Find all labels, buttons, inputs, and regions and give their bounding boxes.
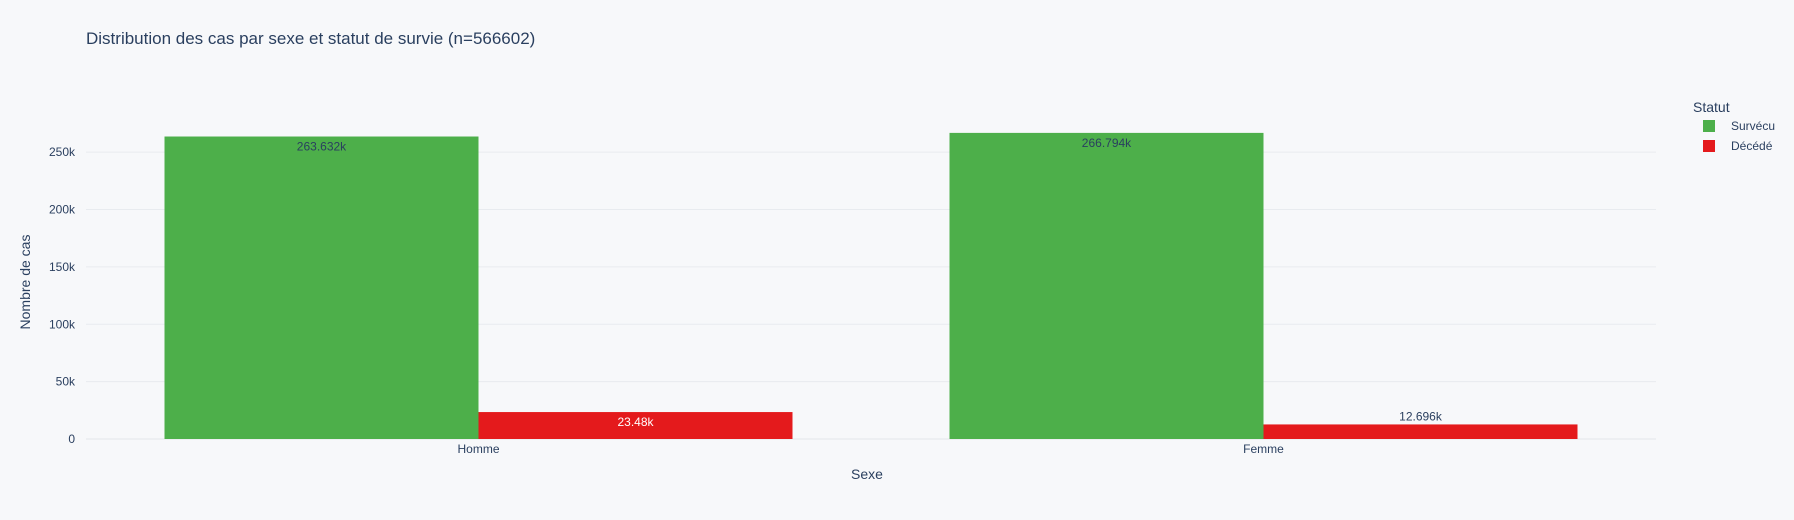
bar-survécu[interactable] xyxy=(164,136,479,439)
bar-value-label: 263.632k xyxy=(297,140,347,154)
bars xyxy=(164,132,1578,440)
x-axis: Homme Femme xyxy=(457,442,1284,456)
legend-title: Statut xyxy=(1693,99,1730,115)
bar-value-label: 23.48k xyxy=(617,415,654,429)
data-labels: 263.632k 23.48k 266.794k 12.696k xyxy=(297,136,1443,429)
chart-title: Distribution des cas par sexe et statut … xyxy=(86,29,535,48)
y-axis: 0 50k 100k 150k 200k 250k xyxy=(49,145,76,446)
bar-survécu[interactable] xyxy=(949,132,1264,440)
x-tick-label: Femme xyxy=(1243,442,1284,456)
bar-value-label: 266.794k xyxy=(1082,136,1132,150)
y-tick-label: 200k xyxy=(49,203,76,217)
y-tick-label: 100k xyxy=(49,317,76,331)
y-tick-label: 0 xyxy=(68,432,75,446)
legend-label[interactable]: Décédé xyxy=(1731,139,1773,153)
y-tick-label: 150k xyxy=(49,260,76,274)
y-axis-title: Nombre de cas xyxy=(17,235,33,330)
bar-décédé[interactable] xyxy=(478,412,793,439)
legend: Statut Survécu Décédé xyxy=(1693,99,1775,153)
bar-value-label: 12.696k xyxy=(1399,409,1443,423)
legend-label[interactable]: Survécu xyxy=(1731,119,1775,133)
legend-swatch-décédé[interactable] xyxy=(1703,140,1715,152)
x-tick-label: Homme xyxy=(457,442,499,456)
x-axis-title: Sexe xyxy=(851,466,883,482)
y-tick-label: 250k xyxy=(49,145,76,159)
bar-décédé[interactable] xyxy=(1263,424,1578,439)
y-tick-label: 50k xyxy=(56,375,76,389)
legend-swatch-survécu[interactable] xyxy=(1703,120,1715,132)
